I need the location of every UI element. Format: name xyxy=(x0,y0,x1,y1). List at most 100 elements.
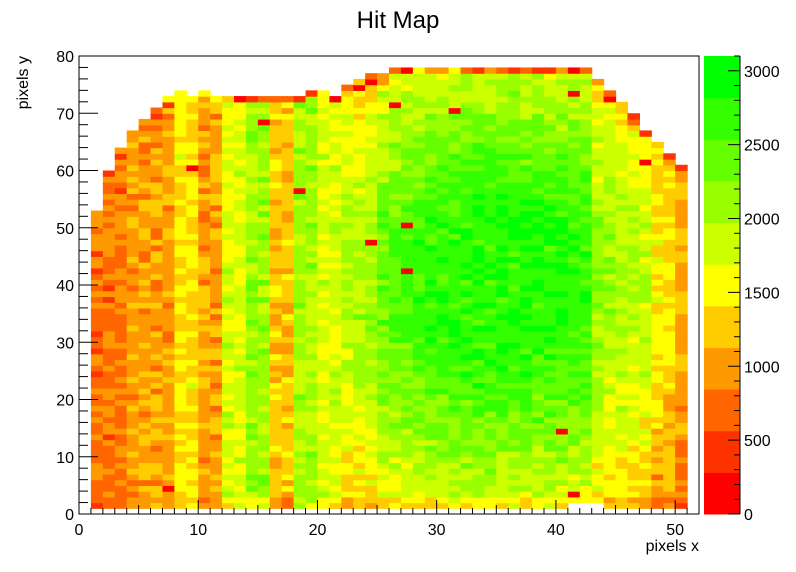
heatmap-cell xyxy=(317,439,330,446)
heatmap-cell xyxy=(532,153,545,160)
heatmap-cell xyxy=(281,204,295,212)
heatmap-cell xyxy=(329,296,342,303)
heatmap-cell xyxy=(544,90,557,97)
heatmap-cell xyxy=(579,107,593,114)
heatmap-cell xyxy=(508,164,521,172)
heatmap-cell xyxy=(567,279,581,286)
heatmap-cell xyxy=(651,491,664,498)
heatmap-cell xyxy=(555,96,569,103)
heatmap-cell xyxy=(150,347,164,355)
heatmap-cell xyxy=(532,199,545,206)
heatmap-cell xyxy=(400,370,414,378)
heatmap-cell xyxy=(591,347,605,355)
heatmap-cell xyxy=(317,405,330,412)
heatmap-cell xyxy=(675,388,688,395)
heatmap-cell xyxy=(400,342,414,349)
heatmap-cell xyxy=(579,84,593,91)
heatmap-cell xyxy=(150,485,164,492)
heatmap-cell xyxy=(174,302,187,309)
heatmap-cell xyxy=(138,210,152,217)
heatmap-cell xyxy=(245,307,259,315)
heatmap-cell xyxy=(90,290,104,298)
heatmap-cell xyxy=(389,325,402,332)
heatmap-cell xyxy=(269,502,283,509)
heatmap-cell xyxy=(389,279,402,286)
heatmap-cell xyxy=(329,216,342,223)
heatmap-cell xyxy=(424,428,438,435)
heatmap-cell xyxy=(400,313,414,320)
heatmap-cell xyxy=(150,262,164,269)
heatmap-cell xyxy=(460,290,474,298)
heatmap-cell xyxy=(663,347,676,355)
heatmap-cell xyxy=(639,405,652,412)
heatmap-cell xyxy=(496,428,509,435)
heatmap-cell xyxy=(412,502,426,509)
heatmap-cell xyxy=(305,136,319,143)
heatmap-cell xyxy=(639,485,652,492)
heatmap-cell xyxy=(472,267,485,275)
heatmap-cell xyxy=(508,290,521,298)
heatmap-cell xyxy=(591,159,605,166)
heatmap-cell xyxy=(329,410,342,418)
heatmap-cell xyxy=(663,187,676,195)
heatmap-cell xyxy=(245,262,259,269)
heatmap-cell xyxy=(508,479,521,486)
heatmap-cell xyxy=(544,502,557,509)
heatmap-cell xyxy=(281,250,295,257)
heatmap-cell xyxy=(245,325,259,332)
heatmap-cell xyxy=(186,462,199,469)
heatmap-cell xyxy=(472,347,485,355)
heatmap-cell xyxy=(341,262,354,269)
heatmap-cell xyxy=(472,410,485,418)
heatmap-cell xyxy=(615,405,629,412)
heatmap-cell xyxy=(162,107,175,114)
heatmap-cell xyxy=(198,445,211,452)
heatmap-cell xyxy=(627,428,640,435)
heatmap-cell xyxy=(627,313,640,320)
heatmap-cell xyxy=(245,193,259,200)
heatmap-cell xyxy=(293,473,307,481)
heatmap-cell xyxy=(365,78,378,86)
heatmap-cell xyxy=(448,96,462,103)
heatmap-cell xyxy=(460,330,474,338)
heatmap-cell xyxy=(353,96,366,103)
heatmap-cell xyxy=(305,365,319,372)
heatmap-cell xyxy=(544,296,557,303)
heatmap-cell xyxy=(114,336,128,343)
heatmap-cell xyxy=(365,153,378,160)
heatmap-cell xyxy=(150,187,164,195)
heatmap-cell xyxy=(389,170,402,177)
heatmap-cell xyxy=(281,313,295,320)
heatmap-cell xyxy=(520,422,533,429)
heatmap-cell xyxy=(591,279,605,286)
heatmap-cell xyxy=(377,141,390,149)
heatmap-cell xyxy=(615,456,629,464)
heatmap-cell xyxy=(472,365,485,372)
heatmap-cell xyxy=(353,273,366,280)
palette-band xyxy=(704,222,740,265)
heatmap-cell xyxy=(329,491,342,498)
heatmap-cell xyxy=(496,193,509,200)
heatmap-cell xyxy=(424,468,438,475)
heatmap-cell xyxy=(579,445,593,452)
heatmap-cell xyxy=(281,502,295,509)
heatmap-cell xyxy=(198,347,211,355)
heatmap-cell xyxy=(126,222,140,229)
heatmap-cell xyxy=(90,353,104,361)
heatmap-cell xyxy=(424,101,438,109)
heatmap-cell xyxy=(281,410,295,418)
heatmap-cell xyxy=(305,307,319,315)
heatmap-cell xyxy=(353,147,366,154)
heatmap-cell xyxy=(496,491,509,498)
heatmap-cell xyxy=(532,239,545,246)
heatmap-cell xyxy=(281,222,295,229)
heatmap-cell xyxy=(305,382,319,389)
heatmap-cell xyxy=(341,153,354,160)
heatmap-cell xyxy=(281,216,295,223)
heatmap-cell xyxy=(412,456,426,464)
heatmap-cell xyxy=(341,485,354,492)
heatmap-cell xyxy=(114,296,128,303)
heatmap-cell xyxy=(341,130,354,137)
heatmap-cell xyxy=(293,496,307,504)
heatmap-cell xyxy=(436,296,450,303)
